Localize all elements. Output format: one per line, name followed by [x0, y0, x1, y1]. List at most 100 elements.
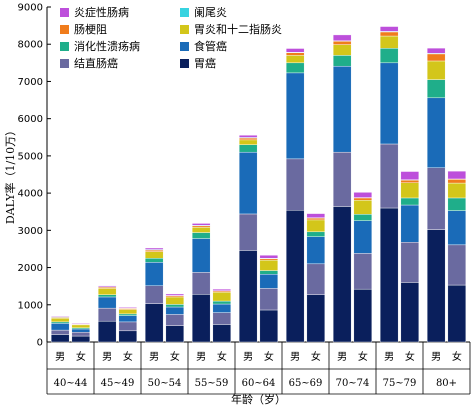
bar-segment	[285, 55, 305, 64]
age-group-label: 45~49	[101, 378, 135, 389]
bar-segment	[259, 258, 279, 261]
legend-label: 食管癌	[194, 39, 227, 53]
sex-label: 女	[452, 350, 462, 363]
bar-segment	[447, 179, 467, 184]
bar-segment	[426, 97, 446, 168]
bar-segment	[379, 207, 399, 343]
bar-segment	[353, 253, 373, 290]
y-tick-label: 4000	[18, 189, 43, 200]
bar-segment	[50, 321, 70, 324]
bar-segment	[447, 244, 467, 286]
legend-label: 结直肠癌	[74, 56, 118, 70]
age-group-label: 65~69	[289, 378, 323, 389]
bar-segment	[212, 312, 232, 325]
bar-segment	[379, 62, 399, 145]
legend-swatch	[180, 25, 189, 34]
bar-segment	[144, 285, 164, 304]
sex-label: 男	[149, 351, 159, 363]
bar-segment	[144, 249, 164, 252]
bar-segment	[426, 60, 446, 80]
bar-segment	[306, 263, 326, 295]
y-tick-label: 1000	[18, 300, 43, 311]
sex-label: 女	[170, 350, 180, 363]
bar-segment	[50, 334, 70, 343]
legend-swatch	[180, 8, 189, 17]
bar-segment	[118, 309, 138, 315]
bar-segment	[400, 282, 420, 343]
y-tick-label: 9000	[18, 3, 43, 14]
bar-segment	[426, 167, 446, 230]
legend-label: 胃癌	[194, 56, 216, 70]
age-group-label: 60~64	[242, 378, 276, 389]
bar-segment	[191, 232, 211, 239]
bar-segment	[144, 247, 164, 250]
bar-segment	[238, 137, 258, 141]
y-tick-label: 8000	[18, 40, 43, 51]
bar-segment	[212, 288, 232, 291]
bar-segment	[426, 53, 446, 62]
bar-segment	[379, 31, 399, 37]
bar-segment	[379, 48, 399, 64]
bar-segment	[379, 35, 399, 49]
bar-segment	[400, 204, 420, 243]
legend-label: 肠梗阻	[74, 22, 107, 36]
bar-segment	[306, 231, 326, 237]
bar-segment	[400, 242, 420, 283]
bar-segment	[97, 294, 117, 298]
bar-segment	[400, 197, 420, 206]
bar-segment	[144, 262, 164, 286]
age-group-label: 80+	[436, 378, 457, 389]
y-tick-label: 3000	[18, 226, 43, 237]
legend-label: 炎症性肠病	[74, 5, 129, 19]
bar-segment	[50, 317, 70, 323]
y-tick-label: 2000	[18, 263, 43, 274]
sex-label: 男	[55, 351, 65, 363]
bar-segment	[212, 324, 232, 343]
bar-segment	[238, 144, 258, 153]
bar-segment	[447, 170, 467, 180]
bar-segment	[400, 179, 420, 183]
age-group-label: 40~44	[54, 378, 88, 389]
bar-segment	[332, 151, 352, 207]
sex-label: 男	[196, 351, 206, 363]
y-tick-label: 5000	[18, 151, 43, 162]
bar-segment	[285, 52, 305, 56]
bar-segment	[165, 304, 185, 308]
bar-segment	[285, 158, 305, 211]
age-group-label: 55~59	[195, 378, 229, 389]
bar-segment	[306, 294, 326, 343]
x-axis-label: 年龄（岁）	[231, 392, 286, 406]
y-tick-label: 7000	[18, 77, 43, 88]
sex-label: 男	[102, 351, 112, 363]
bar-segment	[238, 213, 258, 251]
bar-segment	[144, 303, 164, 343]
bar-segment	[353, 214, 373, 221]
bar-segment	[400, 182, 420, 199]
bar-segment	[97, 320, 117, 343]
sex-label: 女	[358, 350, 368, 363]
legend-label: 消化性溃疡病	[74, 39, 140, 53]
bar-segment	[353, 288, 373, 343]
bar-segment	[353, 192, 373, 198]
legend-label: 胃炎和十二指肠炎	[194, 22, 282, 36]
bar-segment	[71, 335, 91, 343]
bar-segment	[306, 213, 326, 218]
bar-segment	[238, 139, 258, 145]
bar-segment	[259, 309, 279, 343]
bar-segment	[332, 41, 352, 45]
bar-segment	[353, 199, 373, 215]
bar-segment	[71, 332, 91, 337]
bar-segment	[118, 321, 138, 332]
y-tick-label: 6000	[18, 114, 43, 125]
bar-segment	[165, 314, 185, 326]
bar-segment	[50, 329, 70, 335]
y-axis-label: DALY率（1/10万）	[3, 125, 17, 224]
bar-segment	[97, 288, 117, 295]
bar-segment	[426, 229, 446, 343]
sex-label: 男	[243, 351, 253, 363]
bar-segment	[118, 330, 138, 343]
bar-segment	[50, 315, 70, 318]
bar-segment	[165, 306, 185, 315]
sex-label: 女	[217, 350, 227, 363]
